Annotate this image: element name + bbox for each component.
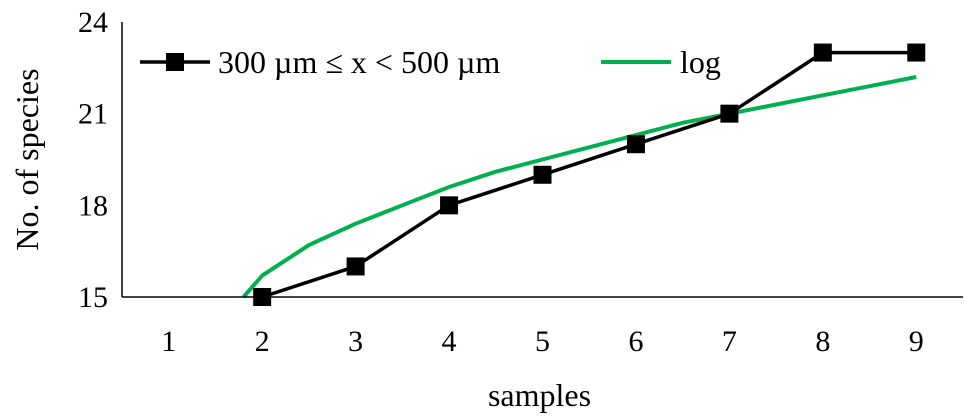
axes [121, 22, 963, 298]
legend-marker-series-0 [166, 53, 184, 71]
y-tick-label: 18 [78, 189, 108, 222]
x-tick-label: 4 [442, 325, 457, 358]
data-point [533, 165, 552, 184]
x-tick-label: 2 [255, 325, 270, 358]
data-point [440, 196, 459, 215]
legend: 300 µm ≤ x < 500 µm log [140, 44, 721, 80]
data-point [626, 135, 645, 154]
x-tick-label: 3 [348, 325, 363, 358]
data-point [720, 104, 739, 123]
series-line-1 [241, 75, 917, 299]
x-tick-label: 9 [909, 325, 924, 358]
plot-area [241, 43, 926, 306]
x-tick-label: 7 [722, 325, 737, 358]
x-tick-label: 5 [535, 325, 550, 358]
x-tick-label: 6 [628, 325, 643, 358]
legend-label-series-1: log [680, 44, 721, 80]
y-tick-label: 24 [78, 6, 108, 39]
series-line-0 [261, 50, 917, 299]
x-tick-label: 8 [815, 325, 830, 358]
x-tick-label: 1 [161, 325, 176, 358]
x-axis-title: samples [488, 377, 591, 413]
tick-labels: 1 2 3 4 5 6 7 8 9 15 18 21 24 [78, 6, 924, 358]
y-axis-title: No. of species [9, 68, 45, 250]
data-point [813, 43, 832, 62]
data-point [907, 43, 926, 62]
y-tick-label: 15 [78, 281, 108, 314]
data-point [346, 257, 365, 276]
y-tick-label: 21 [78, 98, 108, 131]
legend-label-series-0: 300 µm ≤ x < 500 µm [218, 44, 500, 80]
